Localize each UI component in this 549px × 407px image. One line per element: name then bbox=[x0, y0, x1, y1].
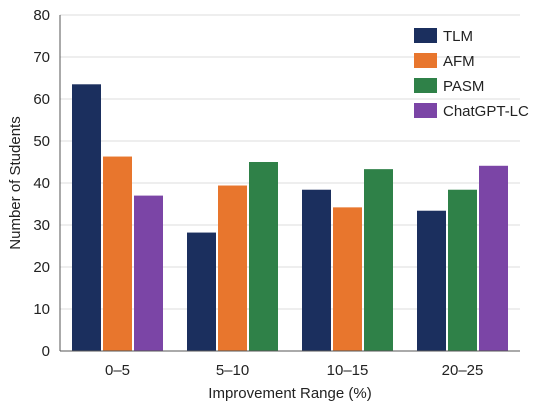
legend-label: AFM bbox=[443, 53, 475, 70]
y-tick-labels: 0 10 20 30 40 50 60 70 80 bbox=[33, 7, 50, 360]
y-tick-label: 10 bbox=[33, 301, 50, 318]
legend-label: TLM bbox=[443, 28, 473, 45]
legend-label: PASM bbox=[443, 78, 484, 95]
legend-label: ChatGPT-LC bbox=[443, 103, 529, 120]
bar-chatgpt-lc-3 bbox=[479, 165, 508, 351]
y-tick-label: 70 bbox=[33, 49, 50, 66]
y-tick-label: 30 bbox=[33, 217, 50, 234]
legend-swatch-pasm bbox=[414, 78, 437, 93]
y-tick-label: 0 bbox=[42, 343, 50, 360]
bar-afm-0 bbox=[103, 156, 132, 351]
x-tick-labels: 0–5 5–10 10–15 20–25 bbox=[105, 362, 483, 379]
bar-tlm-0 bbox=[72, 84, 101, 352]
y-tick-label: 80 bbox=[33, 7, 50, 24]
x-axis-title: Improvement Range (%) bbox=[208, 385, 371, 402]
bar-tlm-2 bbox=[302, 189, 331, 351]
bar-pasm-3 bbox=[448, 189, 477, 351]
bar-pasm-2 bbox=[364, 169, 393, 351]
bar-tlm-3 bbox=[417, 210, 446, 351]
legend-swatch-chatgpt-lc bbox=[414, 103, 437, 118]
y-tick-label: 60 bbox=[33, 91, 50, 108]
legend-swatch-tlm bbox=[414, 28, 437, 43]
bars bbox=[72, 84, 508, 352]
bar-tlm-1 bbox=[187, 232, 216, 351]
x-tick-label: 10–15 bbox=[327, 362, 369, 379]
x-tick-label: 20–25 bbox=[442, 362, 484, 379]
bar-chatgpt-lc-0 bbox=[134, 195, 163, 351]
bar-afm-2 bbox=[333, 207, 362, 351]
legend-swatch-afm bbox=[414, 53, 437, 68]
axes bbox=[59, 15, 520, 352]
legend: TLM AFM PASM ChatGPT-LC bbox=[414, 28, 529, 120]
y-axis-title: Number of Students bbox=[7, 116, 24, 249]
y-tick-label: 40 bbox=[33, 175, 50, 192]
bar-afm-1 bbox=[218, 185, 247, 351]
x-tick-label: 5–10 bbox=[216, 362, 249, 379]
x-tick-label: 0–5 bbox=[105, 362, 130, 379]
y-tick-label: 50 bbox=[33, 133, 50, 150]
y-tick-label: 20 bbox=[33, 259, 50, 276]
bar-pasm-1 bbox=[249, 162, 278, 351]
